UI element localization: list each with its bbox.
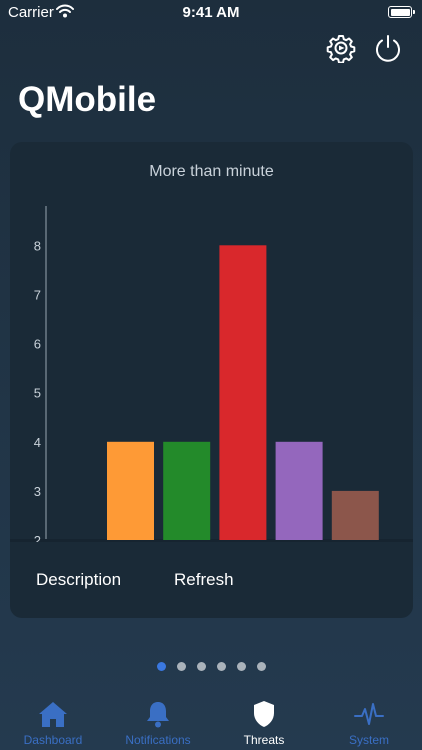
page-dot[interactable] bbox=[176, 662, 186, 671]
plot-baseline-shade bbox=[10, 539, 413, 542]
chart-bar[interactable] bbox=[275, 441, 323, 540]
carrier-label: Carrier bbox=[8, 4, 54, 21]
y-tick-label: 3 bbox=[34, 484, 41, 499]
shield-icon bbox=[254, 701, 274, 727]
power-button[interactable] bbox=[373, 33, 403, 63]
tab-threats[interactable]: Threats bbox=[211, 694, 317, 750]
status-time: 9:41 AM bbox=[182, 4, 240, 21]
y-tick-label: 7 bbox=[34, 287, 41, 302]
page-dot[interactable] bbox=[196, 662, 206, 671]
power-icon bbox=[376, 35, 400, 62]
chart-bar[interactable] bbox=[331, 490, 379, 540]
page-dot[interactable] bbox=[216, 662, 226, 671]
wifi-icon bbox=[56, 4, 74, 23]
y-tick-label: 4 bbox=[34, 435, 41, 450]
bell-icon bbox=[147, 702, 169, 728]
tab-notifications[interactable]: Notifications bbox=[105, 694, 211, 750]
tab-label: Notifications bbox=[125, 733, 191, 747]
bar-chart: 2 3 4 5 6 7 8 bbox=[10, 206, 413, 542]
chart-bar[interactable] bbox=[163, 441, 211, 540]
y-tick-label: 5 bbox=[34, 386, 41, 401]
chart-bar[interactable] bbox=[107, 441, 154, 540]
tab-system[interactable]: System bbox=[316, 694, 422, 750]
page-dot[interactable] bbox=[236, 662, 246, 671]
refresh-button[interactable]: Refresh bbox=[174, 570, 234, 589]
app-title: QMobile bbox=[18, 80, 157, 119]
tab-bar: Dashboard Notifications Threats System bbox=[0, 694, 422, 750]
chart-card: More than minute 2 3 4 5 6 7 8 Description Ref… bbox=[10, 142, 413, 618]
page-dot[interactable] bbox=[156, 662, 166, 671]
tab-label: System bbox=[348, 733, 389, 747]
status-bar: Carrier 9:41 AM bbox=[0, 0, 422, 26]
gear-icon bbox=[326, 35, 356, 64]
tab-dashboard[interactable]: Dashboard bbox=[0, 694, 106, 750]
y-tick-label: 8 bbox=[34, 238, 41, 253]
description-button[interactable]: Description bbox=[36, 570, 122, 589]
chart-bar[interactable] bbox=[219, 245, 267, 541]
pulse-icon bbox=[354, 703, 384, 725]
home-icon bbox=[39, 702, 67, 727]
tab-label: Dashboard bbox=[23, 733, 83, 747]
y-tick-label: 2 bbox=[34, 533, 41, 542]
y-tick-label: 6 bbox=[34, 337, 41, 352]
battery-icon bbox=[388, 6, 415, 18]
page-dot[interactable] bbox=[256, 662, 266, 671]
tab-label: Threats bbox=[243, 733, 285, 747]
settings-button[interactable] bbox=[326, 33, 356, 64]
chart-title: More than minute bbox=[149, 163, 274, 180]
page-indicator[interactable] bbox=[0, 662, 422, 671]
